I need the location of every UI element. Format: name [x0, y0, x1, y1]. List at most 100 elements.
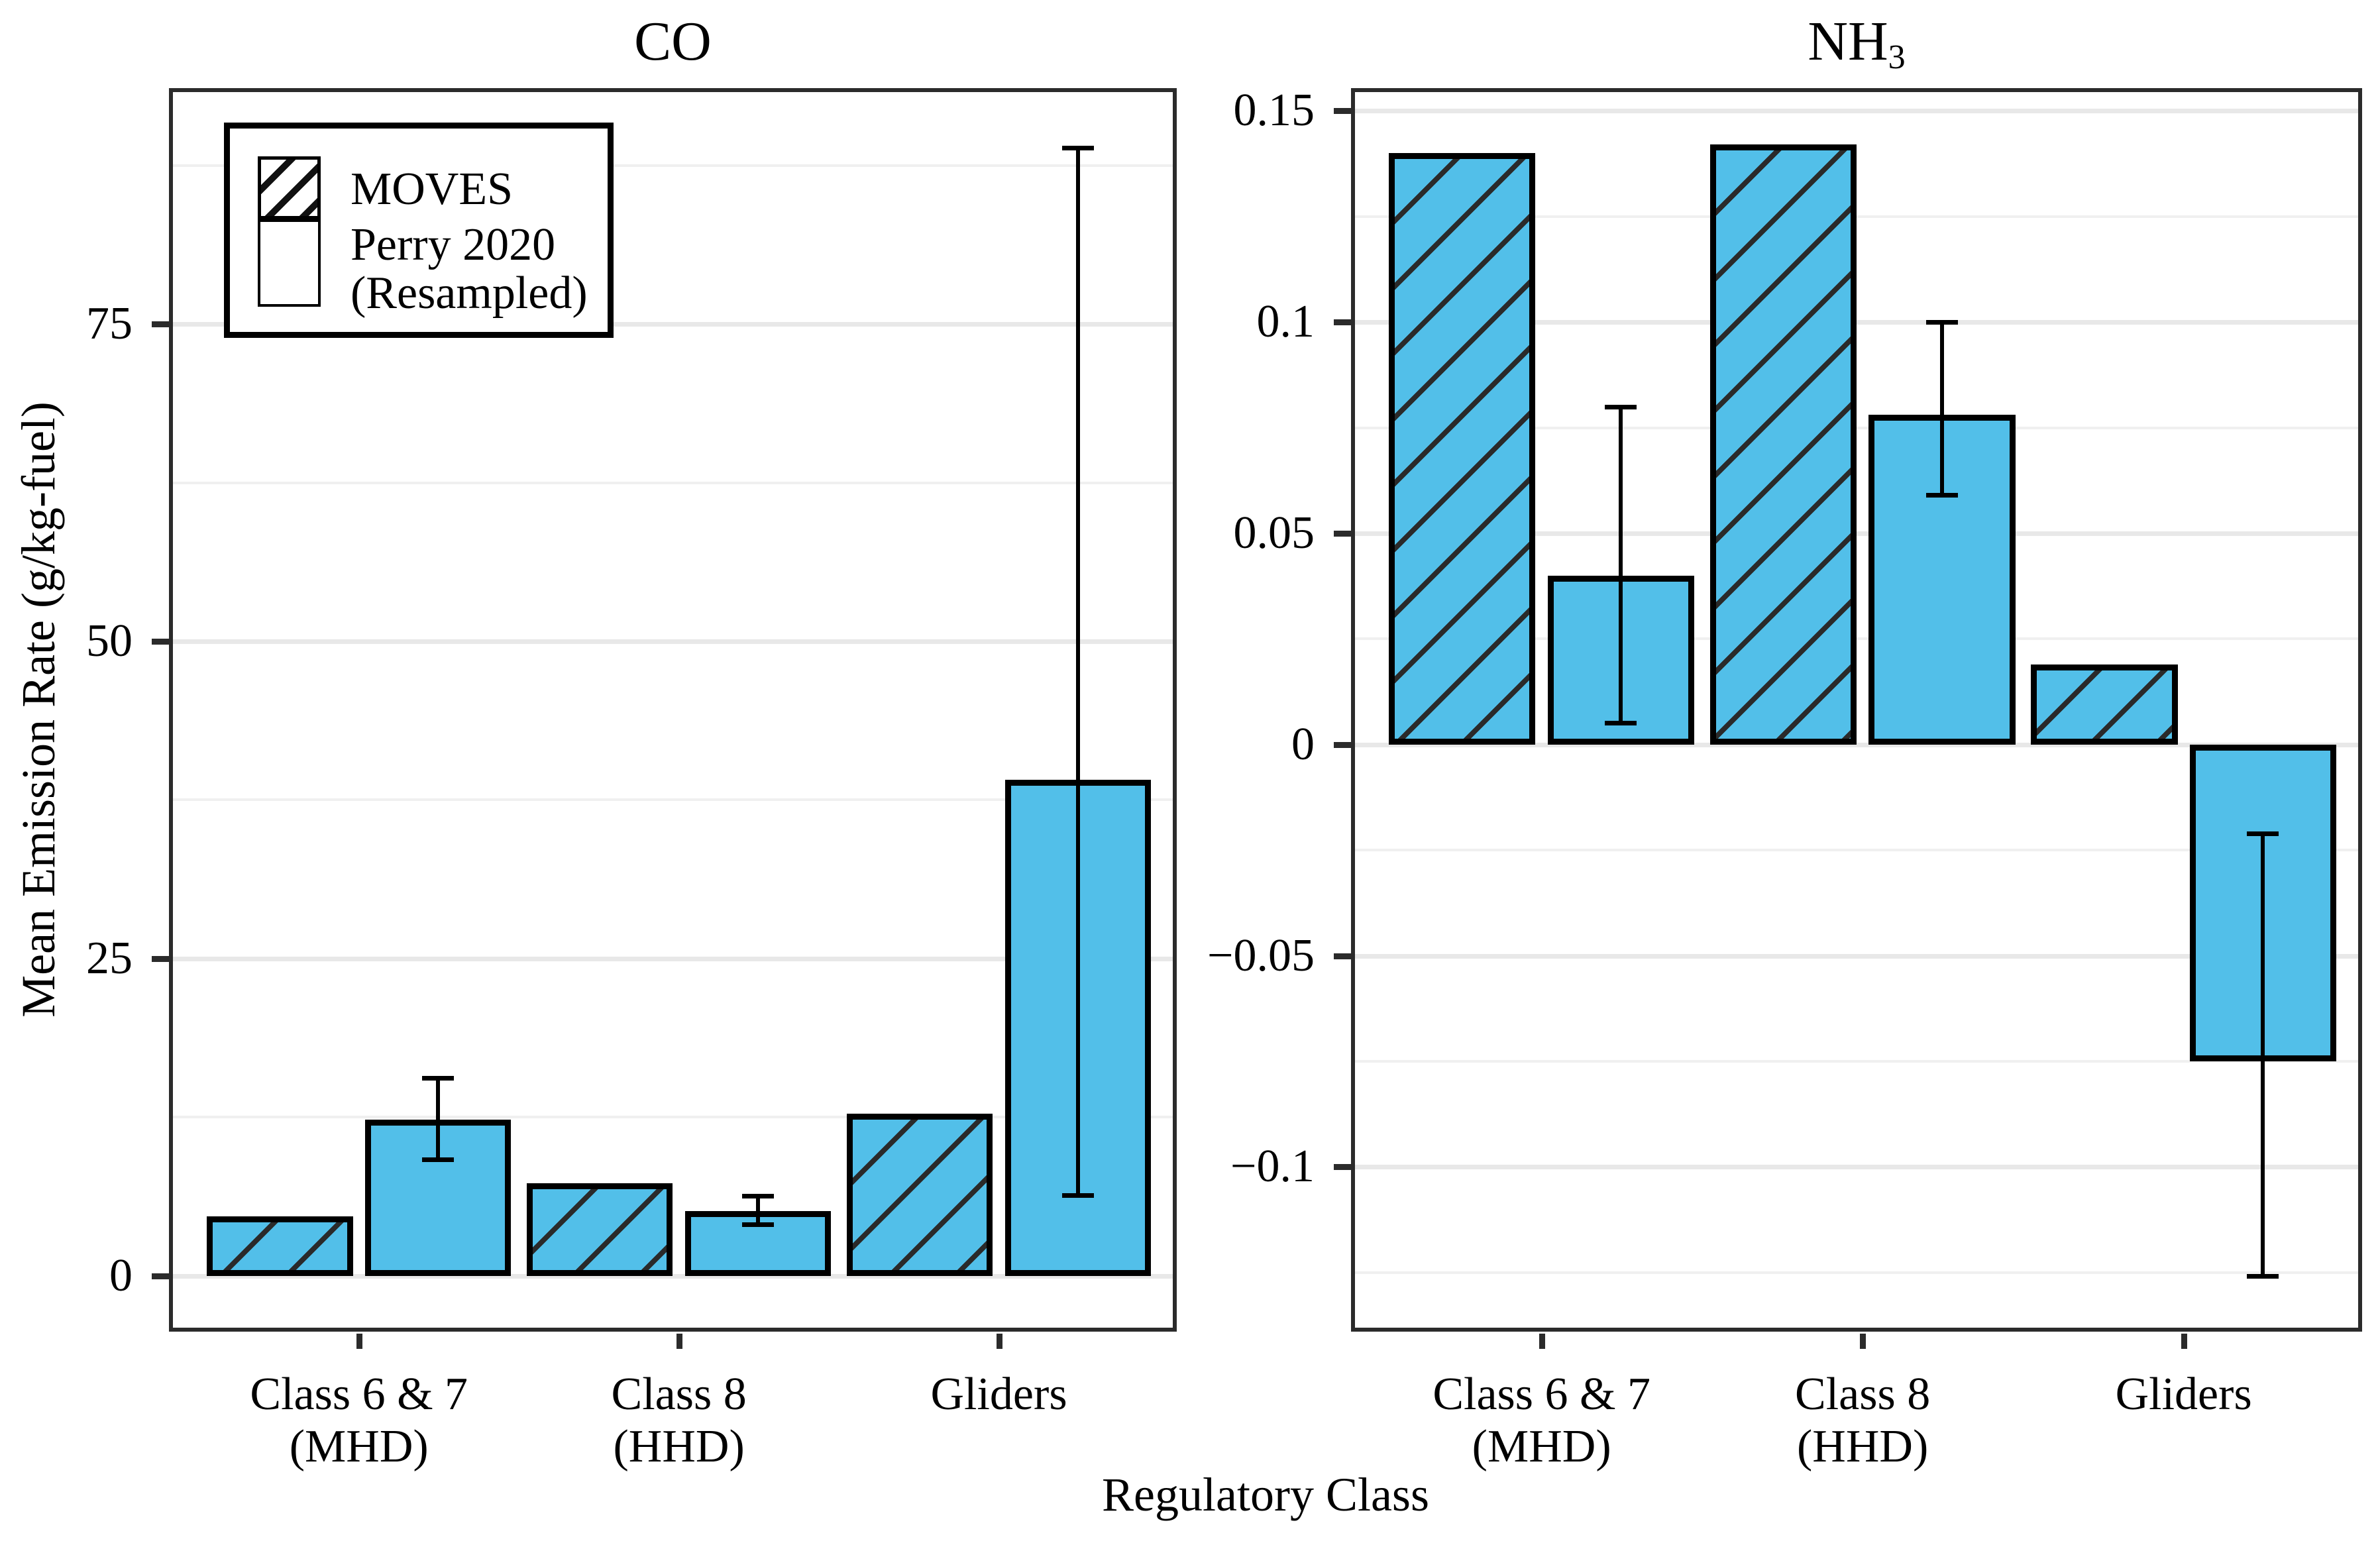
y-axis-title: Mean Emission Rate (g/kg-fuel)	[12, 401, 65, 1018]
legend-label-perry-line1: Perry 2020	[351, 219, 556, 270]
x-tick-label-line: Gliders	[930, 1369, 1067, 1420]
bar-perry-gliders	[2189, 744, 2337, 1061]
x-tick-label-class-6-7: Class 6 & 7 (MHD)	[1336, 1368, 1747, 1473]
y-tick-label: 0.05	[1233, 507, 1315, 558]
major-gridline	[1351, 109, 2362, 114]
x-tick-label-line: (MHD)	[1472, 1421, 1611, 1472]
legend-label-moves: MOVES	[351, 164, 514, 215]
error-bar-cap-bottom-class-6-7	[422, 1157, 455, 1163]
x-tick-label-line: (HHD)	[1797, 1421, 1929, 1472]
panel-title-co: CO	[169, 5, 1177, 78]
error-bar-line-gliders	[2261, 833, 2265, 1277]
major-gridline	[169, 956, 1177, 961]
error-bar-cap-top-class-6-7	[422, 1075, 455, 1081]
legend-swatch-moves-hatched	[258, 156, 321, 219]
x-tick-label-class-8: Class 8 (HHD)	[474, 1368, 885, 1473]
error-bar-cap-bottom-gliders	[1061, 1193, 1094, 1198]
y-tick-mark	[1334, 741, 1351, 748]
major-gridline	[1351, 320, 2362, 325]
bar-moves-gliders	[846, 1113, 993, 1276]
major-gridline	[1351, 531, 2362, 536]
y-tick-label: 0.15	[1233, 85, 1315, 136]
error-bar-cap-bottom-class-6-7	[1605, 720, 1637, 725]
x-tick-label-line: Gliders	[2115, 1369, 2252, 1420]
bar-moves-class-8	[1709, 144, 1857, 745]
error-bar-line-class-6-7	[1619, 406, 1623, 723]
panel-title-nh3-subscript: 3	[1888, 38, 1906, 77]
error-bar-cap-bottom-class-8	[742, 1222, 775, 1228]
x-tick-label-gliders: Gliders	[1978, 1368, 2380, 1420]
minor-gridline	[1351, 426, 2362, 429]
panel-title-co-text: CO	[634, 11, 712, 72]
error-bar-cap-top-gliders	[1061, 146, 1094, 151]
error-bar-cap-bottom-class-8	[1925, 492, 1958, 498]
minor-gridline	[1351, 849, 2362, 852]
legend: MOVES Perry 2020 (Resampled)	[224, 123, 614, 338]
x-tick-label-class-6-7: Class 6 & 7 (MHD)	[154, 1368, 565, 1473]
x-tick-mark	[996, 1334, 1002, 1349]
y-tick-label: 25	[86, 932, 133, 984]
y-tick-mark	[1334, 530, 1351, 537]
error-bar-cap-top-gliders	[2247, 831, 2279, 836]
major-gridline	[169, 1273, 1177, 1279]
y-tick-mark	[1334, 319, 1351, 326]
error-bar-cap-top-class-6-7	[1605, 404, 1637, 409]
major-gridline	[1351, 953, 2362, 959]
x-tick-mark	[1860, 1334, 1866, 1349]
minor-gridline	[1351, 215, 2362, 218]
y-tick-label: 0	[1291, 718, 1315, 770]
panel-title-nh3-text: NH	[1808, 11, 1888, 72]
x-tick-label-line: Class 8	[611, 1369, 747, 1420]
y-tick-label: −0.1	[1230, 1141, 1315, 1193]
panel-title-nh3: NH3	[1351, 5, 2362, 78]
x-tick-label-class-8: Class 8 (HHD)	[1657, 1368, 2068, 1473]
x-tick-label-line: Class 8	[1795, 1369, 1931, 1420]
y-tick-label: 0.1	[1256, 296, 1315, 348]
x-axis-title: Regulatory Class	[1102, 1468, 1429, 1521]
y-tick-mark	[1334, 108, 1351, 115]
bar-moves-class-8	[526, 1183, 673, 1276]
y-tick-label: −0.05	[1207, 930, 1315, 981]
y-tick-mark	[152, 1273, 169, 1279]
y-tick-label: 0	[109, 1249, 133, 1301]
y-tick-mark	[152, 321, 169, 328]
error-bar-line-class-8	[756, 1196, 761, 1226]
y-tick-label: 75	[86, 298, 133, 350]
bar-moves-class-6-7	[1389, 153, 1536, 745]
y-tick-mark	[152, 955, 169, 962]
x-tick-label-gliders: Gliders	[794, 1368, 1205, 1420]
minor-gridline	[169, 164, 1177, 167]
y-tick-mark	[152, 639, 169, 645]
y-tick-mark	[1334, 953, 1351, 959]
major-gridline	[169, 639, 1177, 645]
bar-moves-class-6-7	[207, 1216, 353, 1276]
x-tick-label-line: (MHD)	[289, 1421, 429, 1472]
minor-gridline	[1351, 1059, 2362, 1063]
y-tick-mark	[1334, 1164, 1351, 1171]
bar-moves-gliders	[2031, 664, 2178, 745]
x-tick-mark	[1539, 1334, 1545, 1349]
x-tick-mark	[676, 1334, 682, 1349]
error-bar-cap-top-class-8	[1925, 320, 1958, 325]
y-tick-label: 50	[86, 615, 133, 667]
x-tick-label-line: Class 6 & 7	[250, 1369, 468, 1420]
minor-gridline	[169, 1116, 1177, 1119]
x-tick-label-line: Class 6 & 7	[1433, 1369, 1650, 1420]
legend-swatch-perry-plain	[258, 219, 321, 307]
major-gridline	[1351, 1165, 2362, 1170]
x-tick-mark	[2181, 1334, 2187, 1349]
major-gridline	[169, 322, 1177, 327]
error-bar-line-class-8	[1939, 322, 1944, 496]
x-tick-mark	[356, 1334, 362, 1349]
minor-gridline	[1351, 1271, 2362, 1274]
minor-gridline	[169, 798, 1177, 802]
error-bar-cap-top-class-8	[742, 1194, 775, 1199]
error-bar-line-gliders	[1075, 148, 1080, 1196]
minor-gridline	[1351, 637, 2362, 641]
minor-gridline	[169, 481, 1177, 484]
error-bar-cap-bottom-gliders	[2247, 1274, 2279, 1279]
x-tick-label-line: (HHD)	[613, 1421, 745, 1472]
major-gridline	[1351, 742, 2362, 747]
nh3-plot-area: −0.1 −0.05 0 0.05 0.1 0.15 Class 6 & 7 (MHD) Cla…	[1207, 85, 2362, 1472]
